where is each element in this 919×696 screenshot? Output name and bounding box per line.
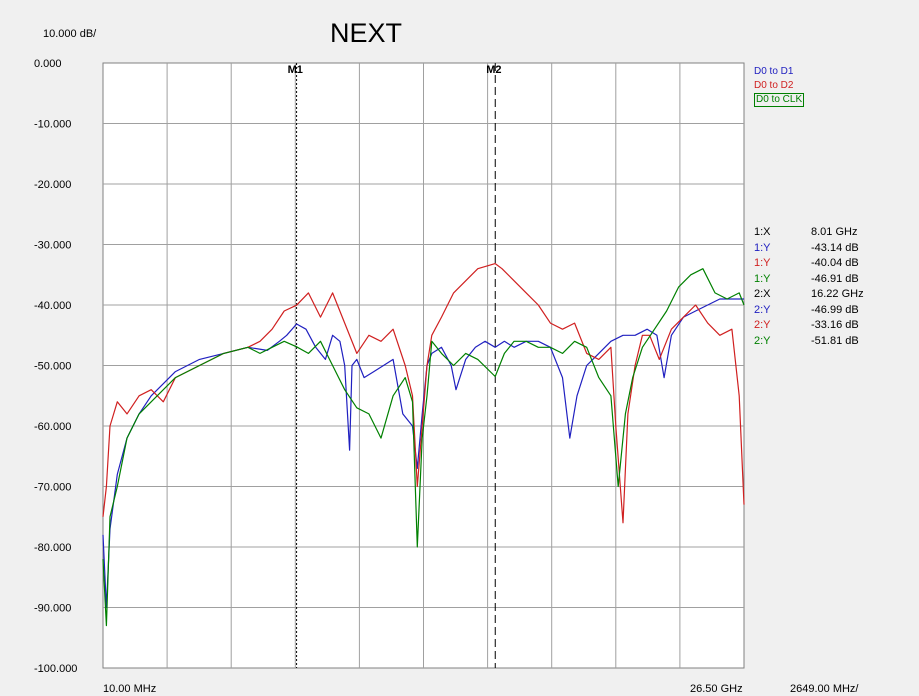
readout-row: 1:Y -46.91 dB <box>754 272 904 288</box>
readout-value: 8.01 GHz <box>811 226 858 238</box>
readout-value: -46.99 dB <box>811 303 859 316</box>
legend-item-d0-clk[interactable]: D0 to CLK <box>754 93 805 107</box>
y-tick-label: -10.000 <box>34 119 71 131</box>
y-tick-label: 0.000 <box>34 58 62 70</box>
y-tick-label: -20.000 <box>34 179 71 191</box>
readout-value: -43.14 dB <box>811 241 859 254</box>
readout-key: 1:Y <box>754 257 771 269</box>
readout-row: 1:X 8.01 GHz <box>754 225 904 241</box>
y-tick-label: -30.000 <box>34 240 71 252</box>
markers: M1 M2 <box>288 63 502 668</box>
legend: D0 to D1 D0 to D2 D0 to CLK <box>754 65 805 107</box>
readout-key: 2:Y <box>754 303 771 316</box>
readout-row: 1:Y -43.14 dB <box>754 241 904 257</box>
x-start-label: 10.00 MHz <box>103 683 157 695</box>
readout-row: 1:Y -40.04 dB <box>754 256 904 272</box>
y-scale-label: 10.000 dB/ <box>43 28 97 40</box>
x-division-label: 2649.00 MHz/ <box>790 683 859 695</box>
readout-row: 2:Y -51.81 dB <box>754 334 904 350</box>
readout-key: 2:Y <box>754 334 771 347</box>
y-tick-label: -40.000 <box>34 300 71 312</box>
legend-item-d0-d1[interactable]: D0 to D1 <box>754 66 794 77</box>
legend-item-d0-d2[interactable]: D0 to D2 <box>754 80 794 91</box>
readout-key: 2:Y <box>754 319 771 331</box>
readout-value: -46.91 dB <box>811 272 859 285</box>
x-end-label: 26.50 GHz <box>690 683 743 695</box>
readout-row: 2:Y -33.16 dB <box>754 318 904 334</box>
chart-title: NEXT <box>330 18 403 48</box>
traces <box>102 263 745 627</box>
readout-value: -40.04 dB <box>811 257 859 269</box>
y-tick-label: -70.000 <box>34 482 71 494</box>
readout-value: 16.22 GHz <box>811 288 864 300</box>
series-line <box>102 268 745 627</box>
y-tick-label: -60.000 <box>34 421 71 433</box>
y-tick-label: -50.000 <box>34 361 71 373</box>
y-tick-label: -90.000 <box>34 603 71 615</box>
readout-row: 2:X 16.22 GHz <box>754 287 904 303</box>
marker-label: M2 <box>486 64 501 76</box>
y-tick-label: -80.000 <box>34 542 71 554</box>
readout-key: 1:X <box>754 226 771 238</box>
y-tick-label: -100.000 <box>34 663 77 675</box>
readout-value: -33.16 dB <box>811 319 859 331</box>
readout-row: 2:Y -46.99 dB <box>754 303 904 319</box>
readout-value: -51.81 dB <box>811 334 859 347</box>
readout-key: 1:Y <box>754 241 771 254</box>
readout-key: 2:X <box>754 288 771 300</box>
marker-readout: 1:X 8.01 GHz 1:Y -43.14 dB 1:Y -40.04 dB 1:… <box>754 225 904 349</box>
marker-label: M1 <box>288 64 303 76</box>
y-tick-labels: 0.000 -10.000 -20.000 -30.000 -40.000 -50.000… <box>34 58 77 675</box>
readout-key: 1:Y <box>754 272 771 285</box>
